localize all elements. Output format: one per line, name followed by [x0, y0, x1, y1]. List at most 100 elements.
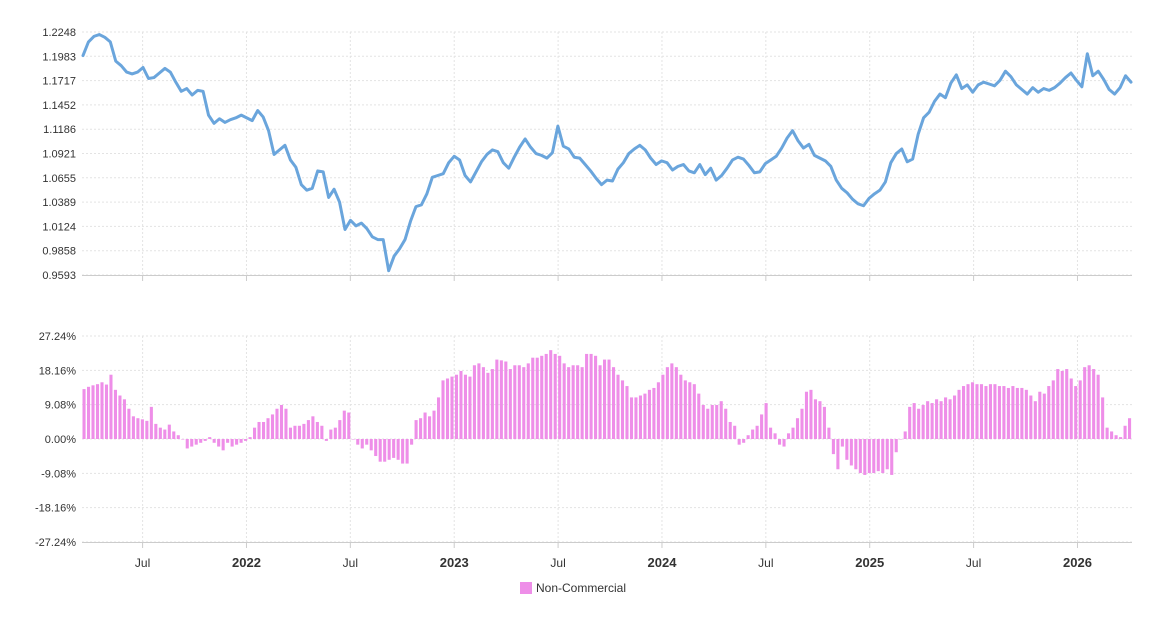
bar — [598, 365, 602, 439]
bar — [670, 363, 674, 439]
bottom-y-tick-label: 9.08% — [45, 400, 76, 412]
bar — [863, 439, 867, 475]
bar — [1092, 369, 1096, 439]
bar — [1015, 387, 1019, 439]
top-y-tick-label: 1.1452 — [42, 100, 76, 112]
bar — [890, 439, 894, 475]
bar — [499, 360, 503, 439]
price-line — [81, 33, 1133, 273]
bar — [656, 382, 660, 439]
bar — [840, 439, 844, 447]
bar — [463, 374, 467, 439]
bar — [827, 427, 831, 439]
bar — [472, 365, 476, 439]
bar — [719, 401, 723, 439]
bar — [544, 353, 548, 439]
bar — [441, 380, 445, 439]
bar — [953, 395, 957, 439]
bar — [82, 389, 86, 439]
bar — [374, 439, 378, 457]
legend[interactable]: Non-Commercial — [520, 581, 626, 595]
bar — [253, 427, 257, 439]
bar — [360, 439, 364, 449]
bar — [966, 384, 970, 439]
bar — [1011, 386, 1015, 439]
bar — [1060, 370, 1064, 439]
bar — [526, 363, 530, 439]
bar — [661, 374, 665, 439]
bar — [908, 406, 912, 439]
bar — [248, 437, 252, 439]
top-y-tick-label: 1.1717 — [42, 76, 76, 88]
bar — [302, 423, 306, 439]
bar — [1114, 435, 1118, 439]
top-y-axis: 1.2248 1.1983 1.1717 1.1452 1.1186 1.0921 1.06… — [42, 27, 76, 282]
bar — [872, 439, 876, 474]
bar — [333, 427, 337, 439]
top-y-tick-label: 0.9593 — [42, 270, 76, 282]
bar — [118, 395, 122, 439]
bar — [625, 386, 629, 439]
bar — [297, 425, 301, 439]
bar — [1101, 397, 1105, 439]
bar — [306, 420, 310, 439]
bar — [988, 384, 992, 439]
bar — [131, 416, 135, 439]
bar — [692, 384, 696, 439]
legend-label: Non-Commercial — [536, 581, 627, 595]
bottom-y-tick-label: 18.16% — [39, 365, 77, 377]
bar — [320, 425, 324, 439]
bar — [423, 412, 427, 439]
bar — [194, 439, 198, 445]
bar — [95, 384, 100, 439]
bar — [1006, 387, 1010, 439]
bar — [136, 418, 140, 439]
bar — [109, 374, 113, 439]
bar — [428, 416, 432, 439]
bar — [917, 408, 921, 439]
bar — [239, 439, 243, 443]
bar — [903, 431, 907, 439]
bar — [589, 353, 593, 439]
bar — [755, 425, 759, 439]
bar — [930, 403, 934, 439]
bar — [894, 439, 898, 453]
bar — [230, 439, 234, 447]
bar — [804, 391, 809, 439]
bar — [728, 421, 732, 439]
x-tick-label: Jul — [135, 556, 150, 570]
top-y-tick-label: 1.0124 — [42, 221, 76, 233]
bar — [993, 384, 997, 439]
bar — [356, 439, 360, 445]
bar — [858, 439, 862, 474]
x-tick-label: 2026 — [1063, 555, 1092, 570]
bar — [899, 439, 903, 440]
bar — [997, 386, 1001, 439]
bar — [836, 439, 840, 470]
bar — [607, 359, 611, 439]
bar — [203, 439, 207, 441]
bar — [436, 397, 441, 439]
bar — [634, 397, 638, 439]
bar — [926, 401, 930, 439]
bar — [1083, 367, 1087, 439]
bar — [867, 439, 871, 474]
bar — [594, 355, 598, 439]
bar — [517, 365, 521, 439]
bar — [1069, 378, 1073, 439]
bar — [620, 380, 625, 439]
bar — [311, 416, 315, 439]
bar — [468, 376, 472, 439]
bar — [957, 389, 961, 439]
bar — [571, 365, 575, 439]
bar — [715, 404, 719, 439]
bar — [387, 439, 391, 460]
bar — [163, 429, 167, 439]
bar — [751, 429, 755, 439]
top-grid — [82, 31, 1132, 276]
bar — [979, 384, 984, 439]
bar — [154, 423, 158, 439]
bottom-y-tick-label: 0.00% — [45, 434, 76, 446]
x-tick-label: 2023 — [440, 555, 469, 570]
